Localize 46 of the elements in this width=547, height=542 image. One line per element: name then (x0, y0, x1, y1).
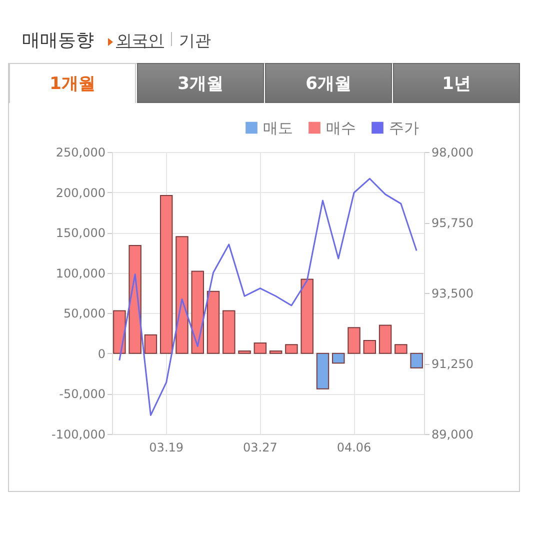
bar (144, 334, 158, 354)
bar (191, 270, 204, 354)
bar (394, 344, 408, 354)
bar (254, 342, 267, 354)
line-series (118, 178, 418, 416)
y2-tick-label: 89,000 (432, 428, 474, 442)
y2-tick-label: 93,500 (432, 286, 474, 300)
y2-tick-label: 98,000 (432, 146, 474, 160)
text: 1년 (393, 63, 520, 103)
bar (410, 352, 423, 368)
y-tick-label: 50,000 (64, 306, 106, 321)
y-tick-label: 200,000 (56, 186, 106, 200)
y-tick-label: -50,000 (59, 387, 106, 402)
legend-label: 매도 (263, 118, 293, 137)
text: 6개월 (265, 63, 392, 103)
x-tick-label: 03.27 (243, 440, 278, 454)
y-tick-label: -100,000 (52, 428, 106, 442)
bar (332, 352, 345, 364)
bar (300, 278, 314, 354)
y-tick-label: 150,000 (56, 226, 106, 240)
text: 기관 (179, 31, 211, 52)
bar (176, 236, 188, 354)
legend-label: 주가 (389, 118, 419, 137)
bar (363, 340, 376, 354)
y2-tick-label: 91,250 (432, 357, 474, 371)
bar (222, 310, 236, 354)
bar (206, 290, 220, 354)
text: 3개월 (137, 63, 264, 103)
bar (285, 344, 298, 354)
y-tick-label: 100,000 (56, 266, 106, 280)
x-tick-label: 04.06 (336, 440, 372, 454)
bar (348, 327, 360, 354)
y-tick-label: 250,000 (56, 146, 106, 160)
text: 1개월 (9, 63, 136, 103)
y2-tick-label: 95,750 (432, 216, 474, 230)
bar (160, 195, 173, 354)
bar (316, 352, 330, 390)
y-tick-label: 0 (98, 346, 106, 361)
legend-label: 매수 (326, 118, 356, 137)
bar (113, 310, 126, 354)
chart-title: 매매동향 (22, 29, 94, 52)
bar (378, 324, 392, 354)
x-tick-label: 03.19 (149, 440, 184, 454)
bar (238, 350, 251, 354)
bar (269, 350, 282, 354)
text: 외국인 (116, 31, 164, 52)
